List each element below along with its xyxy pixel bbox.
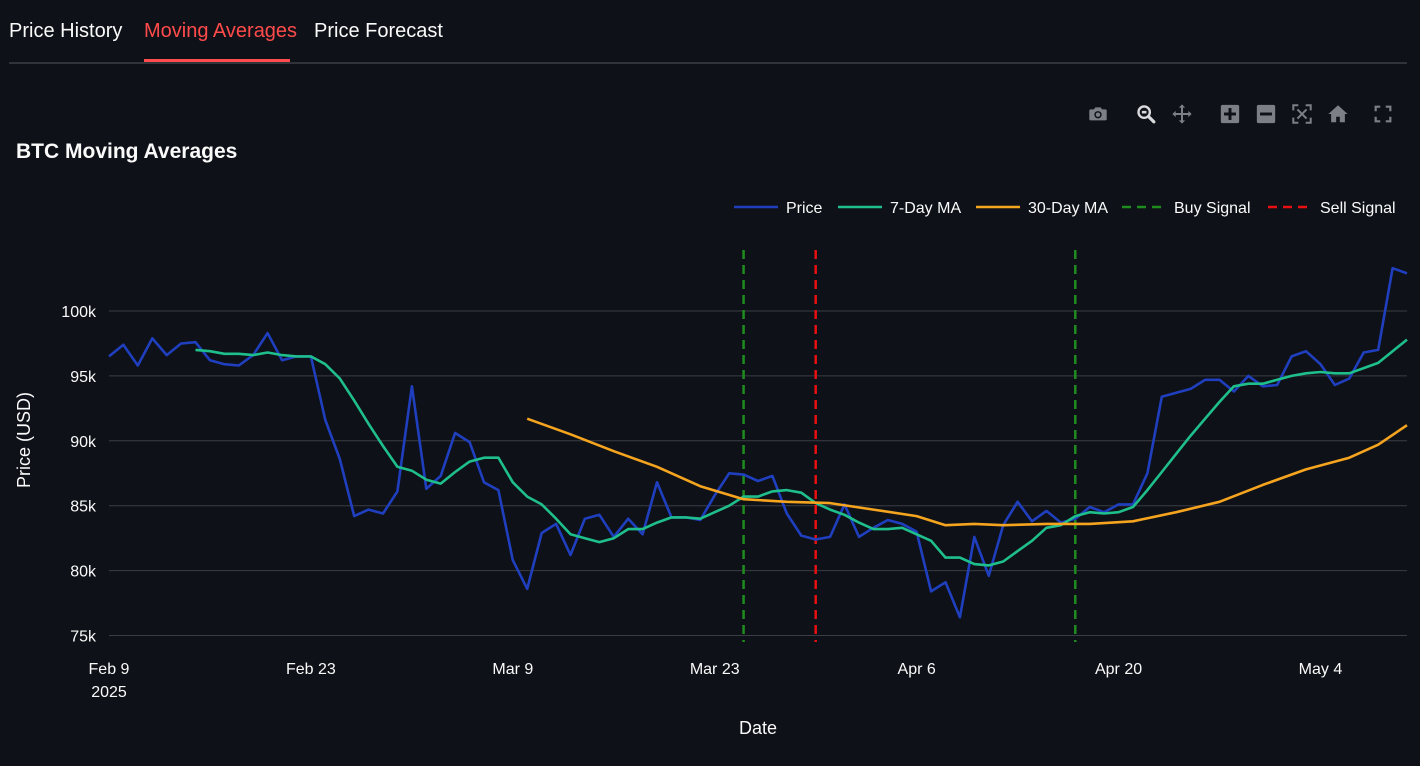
pan-icon[interactable] xyxy=(1169,101,1195,127)
x-axis-label: Date xyxy=(739,718,777,738)
legend-label: Price xyxy=(786,200,823,217)
y-tick-label: 100k xyxy=(61,304,97,321)
legend-label: 30-Day MA xyxy=(1028,200,1108,217)
chart-modebar xyxy=(0,101,1420,127)
reset-axes-icon[interactable] xyxy=(1325,101,1351,127)
y-axis-label: Price (USD) xyxy=(14,392,34,488)
y-tick-layer: 75k 80k 85k 90k 95k 100k xyxy=(61,304,97,646)
x-tick-layer: Feb 9 2025 Feb 23 Mar 9 Mar 23 Apr 6 Apr 20 May… xyxy=(89,661,1343,701)
x-tick-label: Mar 9 xyxy=(492,661,533,678)
autoscale-icon[interactable] xyxy=(1289,101,1315,127)
tab-moving-averages[interactable]: Moving Averages xyxy=(144,20,298,42)
camera-icon[interactable] xyxy=(1085,101,1111,127)
zoom-out-icon[interactable] xyxy=(1253,101,1279,127)
x-tick-label: Feb 23 xyxy=(286,661,336,678)
tab-price-forecast[interactable]: Price Forecast xyxy=(314,20,443,42)
x-tick-label: Apr 20 xyxy=(1095,661,1142,678)
series-line-ma30 xyxy=(526,417,1408,527)
active-tab-indicator xyxy=(144,59,290,62)
signal-layer xyxy=(742,250,1077,642)
zoom-icon[interactable] xyxy=(1133,101,1159,127)
tab-price-history[interactable]: Price History xyxy=(9,20,123,42)
series-line-price xyxy=(108,266,1408,619)
y-tick-label: 90k xyxy=(70,434,97,451)
legend-label: Buy Signal xyxy=(1174,200,1251,217)
y-tick-label: 75k xyxy=(70,629,97,646)
y-tick-label: 95k xyxy=(70,369,97,386)
y-tick-label: 80k xyxy=(70,564,97,581)
zoom-in-icon[interactable] xyxy=(1217,101,1243,127)
x-tick-label: May 4 xyxy=(1299,661,1343,678)
series-layer xyxy=(108,266,1408,619)
chart-title: BTC Moving Averages xyxy=(16,140,238,163)
tab-bar: Price History Moving Averages Price Fore… xyxy=(9,0,1407,64)
x-tick-label: Feb 9 xyxy=(89,661,130,678)
series-line-ma7 xyxy=(195,338,1408,567)
legend-label: Sell Signal xyxy=(1320,200,1396,217)
legend: Price 7-Day MA 30-Day MA Buy Signal Sell Sig… xyxy=(734,200,1396,217)
x-tick-label: Apr 6 xyxy=(898,661,936,678)
fullscreen-icon[interactable] xyxy=(1370,101,1396,127)
y-tick-label: 85k xyxy=(70,499,97,516)
legend-label: 7-Day MA xyxy=(890,200,961,217)
x-tick-year-label: 2025 xyxy=(91,684,127,701)
grid-layer xyxy=(109,310,1407,637)
x-tick-label: Mar 23 xyxy=(690,661,740,678)
